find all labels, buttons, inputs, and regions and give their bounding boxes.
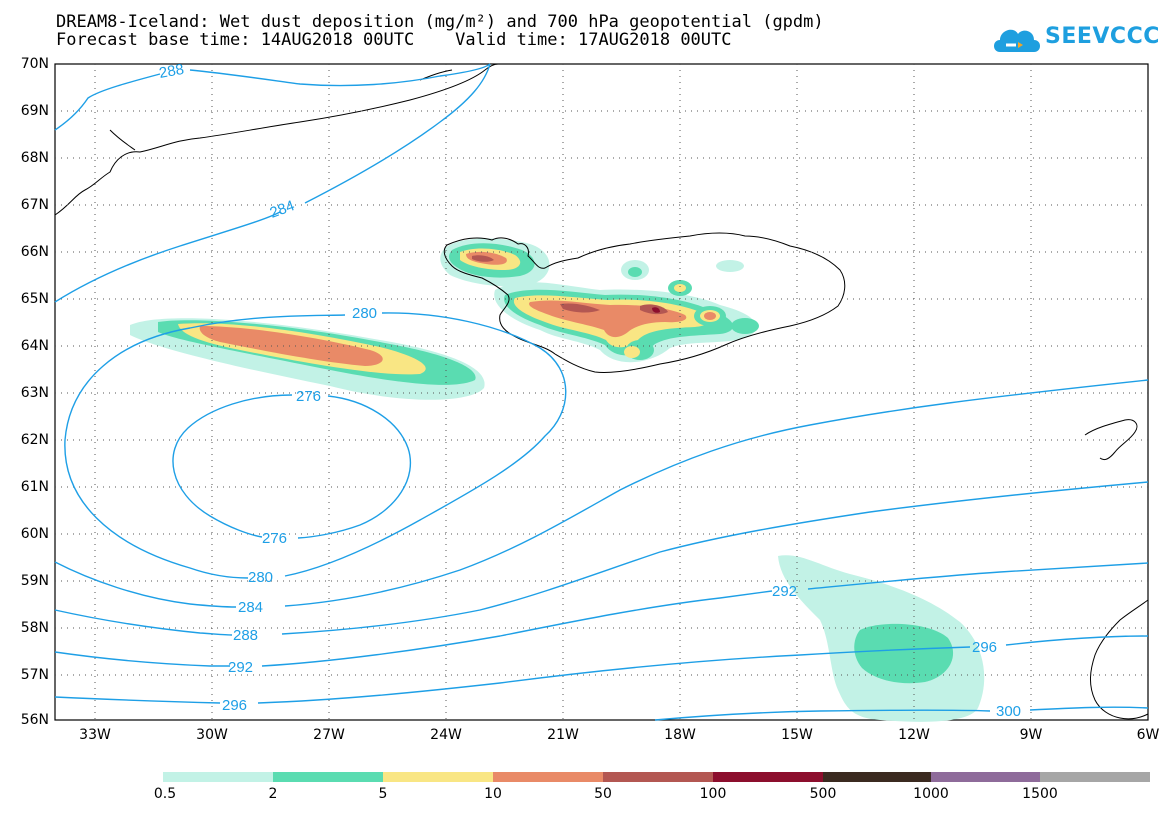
lat-label: 65N xyxy=(20,291,49,307)
map-title: DREAM8-Iceland: Wet dust deposition (mg/… xyxy=(56,12,824,32)
colorbar-label: 50 xyxy=(594,786,612,802)
lon-label: 6W xyxy=(1136,727,1160,743)
colorbar-swatch xyxy=(713,772,823,782)
contour-label: 280 xyxy=(248,569,273,586)
dust-deposition-shading xyxy=(130,238,985,722)
colorbar-label: 100 xyxy=(699,786,727,802)
lon-label: 12W xyxy=(898,727,930,743)
lon-label: 21W xyxy=(547,727,579,743)
lon-label: 18W xyxy=(664,727,696,743)
contour-label: 292 xyxy=(228,659,253,676)
lat-label: 57N xyxy=(20,667,49,683)
lat-label: 66N xyxy=(20,244,49,260)
colorbar-label: 0.5 xyxy=(153,786,177,802)
lat-label: 56N xyxy=(20,712,49,728)
contour-label: 276 xyxy=(296,388,321,405)
lon-label: 30W xyxy=(196,727,228,743)
colorbar-swatch xyxy=(1040,772,1150,782)
contour-label: 288 xyxy=(158,61,186,82)
graticule xyxy=(55,64,1148,720)
lat-label: 63N xyxy=(20,385,49,401)
seevccc-logo: SEEVCCC xyxy=(990,18,1160,58)
contour-label: 284 xyxy=(238,599,263,616)
colorbar-swatch xyxy=(823,772,931,782)
lon-label: 24W xyxy=(430,727,462,743)
lon-label: 33W xyxy=(79,727,111,743)
contour-label: 280 xyxy=(352,305,377,322)
lat-label: 64N xyxy=(20,338,49,354)
colorbar-swatch xyxy=(931,772,1040,782)
cloud-icon xyxy=(994,29,1040,52)
geopotential-contours xyxy=(54,63,1149,721)
lon-label: 27W xyxy=(313,727,345,743)
colorbar-label: 10 xyxy=(484,786,502,802)
colorbar-swatch xyxy=(273,772,383,782)
colorbar-label: 1000 xyxy=(913,786,949,802)
colorbar-label: 2 xyxy=(268,786,278,802)
colorbar-label: 5 xyxy=(378,786,388,802)
colorbar-label: 1500 xyxy=(1022,786,1058,802)
lat-label: 67N xyxy=(20,197,49,213)
logo-text: SEEVCCC xyxy=(1045,24,1160,49)
colorbar-swatch xyxy=(383,772,493,782)
lat-label: 62N xyxy=(20,432,49,448)
contour-label: 276 xyxy=(262,530,287,547)
colorbar-label: 500 xyxy=(809,786,837,802)
colorbar-swatch xyxy=(603,772,713,782)
lon-label: 9W xyxy=(1019,727,1043,743)
map-subtitle: Forecast base time: 14AUG2018 00UTC Vali… xyxy=(56,30,732,50)
contour-label: 296 xyxy=(222,697,247,714)
map-frame xyxy=(54,63,1149,721)
coastlines xyxy=(54,63,1149,720)
contour-label: 292 xyxy=(772,583,797,600)
lat-label: 68N xyxy=(20,150,49,166)
lat-label: 69N xyxy=(20,103,49,119)
colorbar-swatch xyxy=(493,772,603,782)
lat-label: 61N xyxy=(20,479,49,495)
lon-label: 15W xyxy=(781,727,813,743)
contour-label: 288 xyxy=(233,627,258,644)
colorbar-swatch xyxy=(163,772,273,782)
lat-label: 60N xyxy=(20,526,49,542)
lat-label: 59N xyxy=(20,573,49,589)
lat-label: 58N xyxy=(20,620,49,636)
contour-label: 296 xyxy=(972,639,997,656)
lat-label: 70N xyxy=(20,56,49,72)
contour-label: 300 xyxy=(996,703,1021,720)
